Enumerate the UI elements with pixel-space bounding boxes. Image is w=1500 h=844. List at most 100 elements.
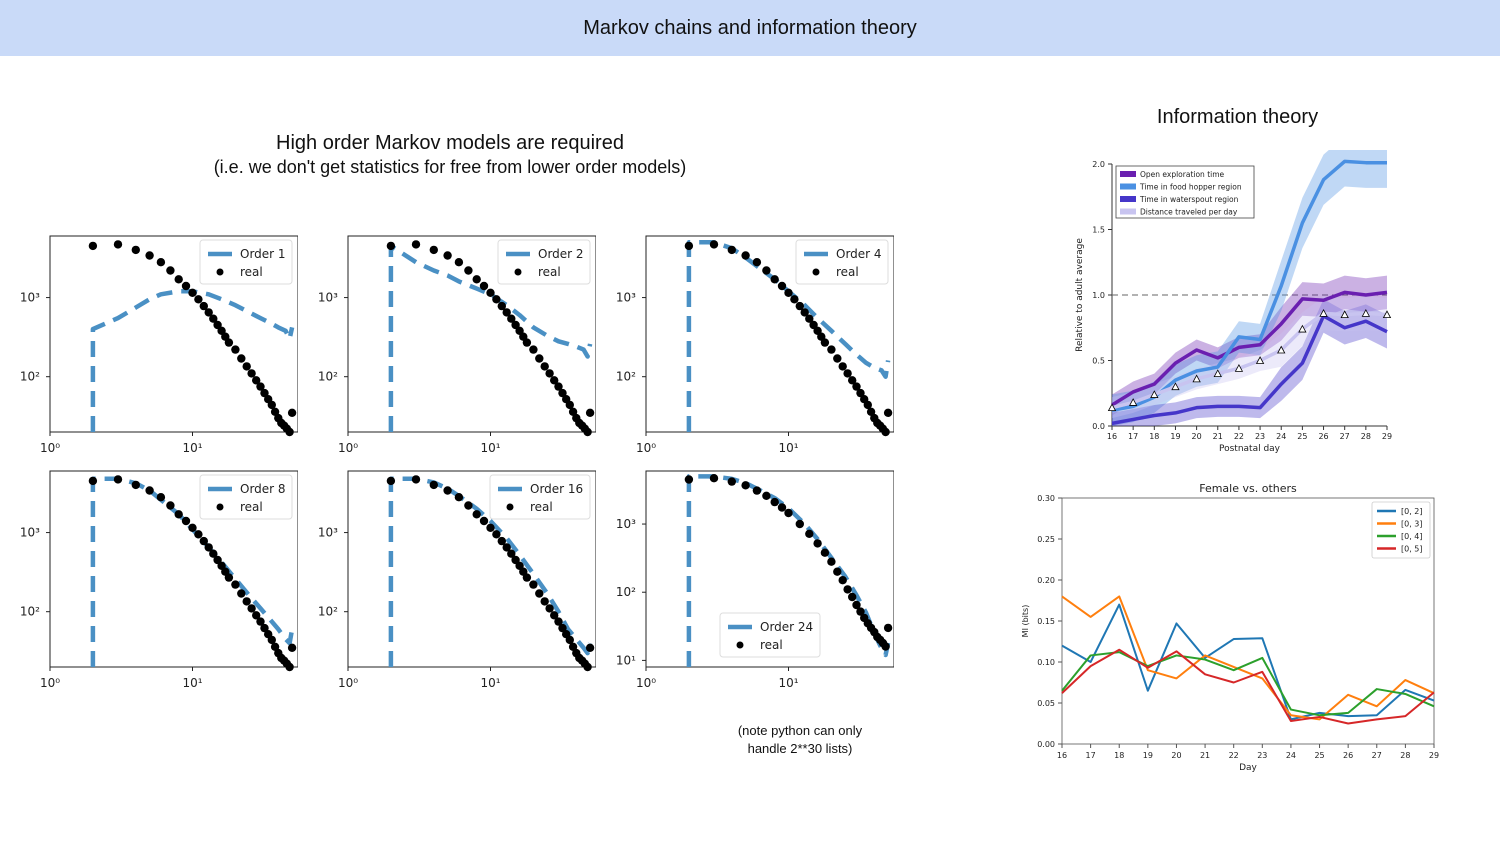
real-point	[752, 258, 762, 267]
y-tick-label: 2.0	[1092, 160, 1105, 169]
x-tick-label: 25	[1314, 751, 1324, 760]
real-point	[224, 338, 234, 347]
legend-model-label: Order 2	[538, 247, 584, 261]
y-tick-label: 10²	[616, 370, 636, 384]
legend-swatch	[1120, 183, 1136, 190]
triangle-marker	[1298, 324, 1307, 333]
real-point	[848, 376, 857, 385]
legend-model-label: Order 16	[530, 482, 583, 496]
legend: Order 16 real	[489, 474, 591, 520]
y-tick-label: 10²	[318, 605, 338, 619]
x-tick-label: 21	[1213, 432, 1223, 441]
real-point	[464, 266, 473, 275]
real-point	[237, 354, 246, 363]
real-point	[88, 241, 98, 251]
y-axis-label: Relative to adult average	[1075, 238, 1085, 352]
real-point	[805, 314, 814, 323]
real-point	[545, 604, 554, 613]
real-point	[181, 281, 191, 291]
series-line	[1111, 311, 1388, 410]
real-point	[199, 536, 208, 546]
real-point	[848, 592, 857, 602]
triangle-marker	[1277, 345, 1286, 354]
markov-chart-svg: 10⁰ 10¹ 10³ 10² Order 1 real	[20, 235, 299, 455]
real-point	[267, 635, 276, 645]
real-point	[529, 580, 538, 589]
real-point	[752, 486, 762, 495]
real-point	[287, 643, 297, 652]
x-tick-label: 10⁰	[636, 676, 656, 690]
real-point	[881, 427, 890, 437]
triangle-marker	[1234, 364, 1244, 372]
real-point	[88, 476, 98, 486]
heading-title: High order Markov models are required	[276, 132, 624, 154]
real-point	[502, 308, 511, 317]
triangle-marker	[1150, 390, 1159, 398]
real-point	[113, 240, 123, 249]
markov-chart-svg: 10⁰ 10¹ 10³ 10² Order 8 real	[20, 470, 299, 690]
x-tick-label: 19	[1170, 432, 1180, 441]
real-point	[507, 549, 516, 558]
legend: Order 24 real	[719, 612, 821, 658]
real-point	[386, 241, 396, 251]
real-point	[784, 288, 793, 297]
y-tick-label: 0.30	[1037, 494, 1055, 503]
real-point	[550, 611, 559, 620]
real-point	[507, 314, 516, 323]
legend-real-label: real	[538, 265, 561, 279]
legend-model-label: Order 24	[760, 620, 813, 634]
legend-swatch	[1120, 208, 1136, 215]
real-point	[684, 241, 694, 251]
real-point	[795, 301, 804, 311]
x-tick-label: 10¹	[778, 676, 798, 690]
real-point	[770, 275, 779, 284]
legend-real-swatch	[736, 641, 744, 649]
legend: Order 2 real	[497, 239, 591, 285]
x-tick-label: 18	[1114, 751, 1124, 760]
real-point	[777, 503, 787, 512]
real-point	[429, 480, 438, 490]
real-point	[256, 617, 265, 626]
y-tick-label: 10³	[20, 526, 40, 540]
real-point	[813, 539, 822, 548]
real-point	[260, 623, 269, 633]
y-tick-label: 10³	[20, 291, 40, 305]
markov-panel-order-2: 10⁰ 10¹ 10³ 10² Order 2 real	[298, 228, 597, 468]
x-tick-label: 26	[1318, 432, 1328, 441]
real-point	[156, 493, 166, 502]
real-point	[156, 258, 166, 267]
legend-swatch	[1120, 171, 1136, 177]
real-point	[252, 611, 261, 620]
markov-chart-svg: 10⁰ 10¹ 10³ 10² Order 2 real	[318, 235, 597, 455]
triangle-marker	[1128, 398, 1138, 406]
real-point	[497, 301, 506, 311]
real-point	[545, 369, 554, 378]
real-point	[166, 266, 175, 275]
x-tick-label: 20	[1171, 751, 1181, 760]
real-point	[285, 427, 294, 437]
legend: Open exploration time Time in food hopper…	[1115, 165, 1255, 219]
legend-model-label: Order 8	[240, 482, 286, 496]
real-point	[540, 362, 549, 371]
y-tick-label: 0.20	[1037, 576, 1055, 585]
postnatal-chart-svg: 0.0 0.5 1.0 1.5 2.0 16 17 18 19 20 21 22 23 24 25 26 27 2…	[1075, 136, 1392, 454]
real-point	[550, 376, 559, 385]
real-point	[492, 295, 501, 304]
real-point	[188, 288, 197, 297]
real-point	[856, 388, 865, 398]
real-point	[522, 573, 532, 582]
real-point	[827, 557, 836, 566]
real-point	[762, 491, 771, 500]
python-note: (note python can only handle 2**30 lists…	[700, 722, 900, 758]
real-point	[486, 523, 495, 532]
real-point	[843, 369, 852, 378]
legend-label: [0, 4]	[1401, 532, 1423, 541]
legend: Order 4 real	[795, 239, 889, 285]
x-tick-label: 16	[1057, 751, 1067, 760]
real-point	[166, 501, 175, 510]
legend-label: Distance traveled per day	[1140, 208, 1238, 217]
real-point	[188, 523, 197, 532]
real-point	[181, 516, 191, 526]
x-tick-label: 17	[1086, 751, 1096, 760]
x-tick-label: 27	[1340, 432, 1350, 441]
